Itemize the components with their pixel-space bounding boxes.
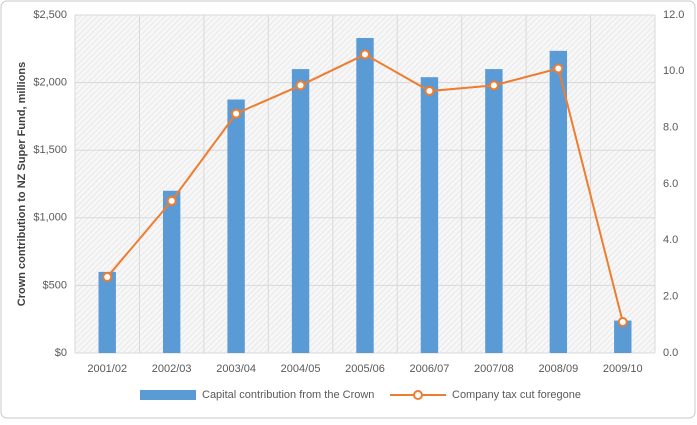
x-tick-label: 2001/02 — [87, 363, 127, 375]
bar — [162, 190, 181, 353]
bar — [614, 320, 632, 353]
y-tick-label: $2,000 — [33, 77, 67, 89]
x-tick-label: 2009/10 — [603, 363, 643, 375]
legend-swatch — [140, 390, 196, 400]
y-tick-label: $0 — [55, 347, 67, 359]
bar — [291, 69, 310, 353]
y-tick-label: $500 — [43, 279, 67, 291]
line-marker — [360, 49, 370, 60]
bar — [485, 69, 503, 353]
bar — [549, 50, 568, 353]
legend-label: Company tax cut foregone — [452, 389, 581, 401]
y-tick-label: $1,000 — [33, 212, 67, 224]
bar — [98, 271, 116, 353]
x-tick-label: 2003/04 — [216, 363, 256, 375]
x-tick-label: 2005/06 — [345, 363, 385, 375]
y2-tick-label: 6.0 — [663, 178, 678, 190]
bar — [420, 77, 439, 353]
y-tick-label: $2,500 — [33, 9, 67, 21]
y2-tick-label: 8.0 — [663, 122, 678, 134]
line-marker — [553, 63, 564, 74]
legend-label: Capital contribution from the Crown — [202, 389, 374, 401]
line-marker — [488, 80, 499, 91]
x-tick-label: 2007/08 — [474, 363, 514, 375]
y2-tick-label: 2.0 — [663, 291, 678, 303]
x-tick-label: 2002/03 — [152, 363, 192, 375]
line-marker — [424, 86, 435, 97]
line-marker — [102, 271, 113, 282]
line-marker — [231, 108, 242, 119]
line-marker — [295, 80, 306, 91]
y-tick-label: $1,500 — [33, 144, 67, 156]
y-axis-label: Crown contribution to NZ Super Fund, mil… — [16, 62, 28, 306]
legend-swatch — [413, 390, 423, 400]
line-marker — [617, 317, 628, 328]
bar — [227, 99, 245, 353]
y2-tick-label: 10.0 — [663, 65, 684, 77]
x-tick-label: 2004/05 — [281, 363, 321, 375]
y2-tick-label: 12.0 — [663, 9, 684, 21]
x-tick-label: 2008/09 — [538, 363, 578, 375]
bar — [356, 37, 374, 353]
y2-tick-label: 0.0 — [663, 347, 678, 359]
x-tick-label: 2006/07 — [410, 363, 450, 375]
y2-tick-label: 4.0 — [663, 234, 678, 246]
line-marker — [166, 195, 177, 206]
